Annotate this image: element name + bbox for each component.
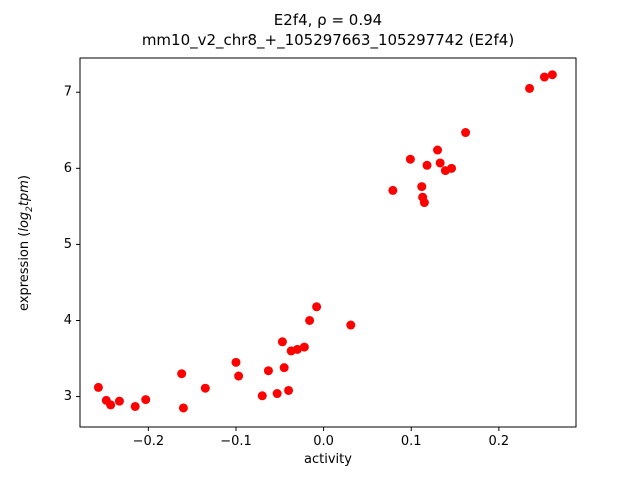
y-axis-label-log: log [17, 211, 33, 232]
scatter-point [305, 315, 315, 325]
scatter-point [417, 182, 427, 192]
plot-border [79, 57, 577, 428]
scatter-point [272, 389, 282, 399]
scatter-point [433, 145, 443, 155]
scatter-point [346, 320, 356, 330]
scatter-point [284, 385, 294, 395]
x-tick-label: 0.1 [401, 434, 422, 449]
x-tick-label: −0.1 [220, 434, 252, 449]
scatter-point [231, 357, 241, 367]
y-tick-label: 5 [64, 237, 72, 252]
y-axis-label-pre: expression ( [17, 231, 33, 311]
scatter-point [93, 382, 103, 392]
chart-title: E2f4, ρ = 0.94 mm10_v2_chr8_+_105297663_… [80, 10, 576, 51]
x-tick-label: 0.2 [489, 434, 510, 449]
scatter-point [277, 337, 287, 347]
x-tick-label: −0.2 [133, 434, 165, 449]
scatter-point [177, 369, 187, 379]
x-tick-label: 0.0 [313, 434, 334, 449]
scatter-point [257, 391, 267, 401]
x-axis-label: activity [304, 452, 352, 467]
y-axis-label: expression (log2tpm) [17, 175, 35, 311]
y-axis-label-tpm: tpm [17, 180, 33, 207]
scatter-point [388, 185, 398, 195]
scatter-point [419, 198, 429, 208]
scatter-point [539, 72, 549, 82]
scatter-points [93, 70, 557, 413]
scatter-point [547, 70, 557, 80]
y-tick-label: 4 [64, 313, 72, 328]
chart-title-line1: E2f4, ρ = 0.94 [273, 11, 383, 29]
scatter-point [422, 160, 432, 170]
scatter-point [130, 401, 140, 411]
scatter-point [447, 163, 457, 173]
scatter-point [312, 302, 322, 312]
y-axis-label-sub: 2 [24, 206, 35, 212]
y-tick-label: 3 [64, 389, 72, 404]
scatter-point [114, 396, 124, 406]
scatter-point [106, 400, 116, 410]
scatter-point [279, 363, 289, 373]
scatter-point [299, 342, 309, 352]
y-axis-label-post: ) [17, 175, 33, 181]
y-tick-label: 7 [64, 85, 72, 100]
scatter-point [234, 371, 244, 381]
scatter-point [178, 403, 188, 413]
scatter-point [435, 158, 445, 168]
scatter-point [461, 128, 471, 138]
axis-ticks: −0.2 −0.1 0.0 0.1 0.2 3 4 5 6 7 [64, 85, 510, 449]
scatter-point [200, 383, 210, 393]
y-tick-label: 6 [64, 161, 72, 176]
scatter-point [263, 366, 273, 376]
chart-title-line2: mm10_v2_chr8_+_105297663_105297742 (E2f4… [141, 31, 515, 50]
scatter-point [141, 395, 151, 405]
scatter-point [525, 83, 535, 93]
scatter-point [292, 344, 302, 354]
scatter-point [405, 154, 415, 164]
